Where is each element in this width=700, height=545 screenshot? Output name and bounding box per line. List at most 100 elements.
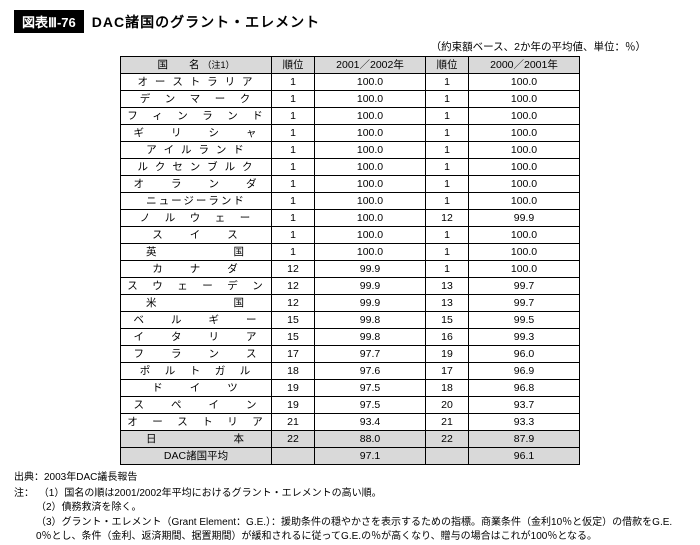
cell-rank1: 12 — [272, 295, 315, 312]
cell-rank1: 15 — [272, 312, 315, 329]
cell-rank2: 19 — [426, 346, 469, 363]
cell-rank2: 1 — [426, 159, 469, 176]
cell-val2: 93.7 — [469, 397, 580, 414]
cell-val2: 93.3 — [469, 414, 580, 431]
cell-val2: 96.0 — [469, 346, 580, 363]
cell-val1: 99.9 — [315, 295, 426, 312]
cell-country: ベ ル ギ ー — [121, 312, 272, 329]
cell-val2: 100.0 — [469, 244, 580, 261]
table-row: オ ー ス ト リ ア2193.42193.3 — [121, 414, 580, 431]
cell-val1: 99.9 — [315, 278, 426, 295]
cell-val2: 99.7 — [469, 295, 580, 312]
cell-val2: 100.0 — [469, 227, 580, 244]
table-row: ル ク セ ン ブ ル ク1100.01100.0 — [121, 159, 580, 176]
cell-val1: 88.0 — [315, 431, 426, 448]
cell-rank1: 12 — [272, 261, 315, 278]
cell-country: ス イ ス — [121, 227, 272, 244]
cell-rank2: 1 — [426, 244, 469, 261]
cell-rank1: 1 — [272, 210, 315, 227]
cell-country: イ タ リ ア — [121, 329, 272, 346]
chapter-title: DAC諸国のグラント・エレメント — [92, 12, 320, 32]
table-row: ス イ ス1100.01100.0 — [121, 227, 580, 244]
cell-rank2: 1 — [426, 142, 469, 159]
cell-country: オ ー ス ト ラ リ ア — [121, 74, 272, 91]
cell-avg-label: DAC諸国平均 — [121, 448, 272, 465]
cell-blank — [426, 448, 469, 465]
cell-rank1: 21 — [272, 414, 315, 431]
cell-val1: 100.0 — [315, 210, 426, 227]
table-row: 米 国1299.91399.7 — [121, 295, 580, 312]
cell-val2: 99.9 — [469, 210, 580, 227]
table-row: ノ ル ウ ェ ー1100.01299.9 — [121, 210, 580, 227]
cell-val2: 100.0 — [469, 193, 580, 210]
cell-rank2: 1 — [426, 108, 469, 125]
cell-val1: 100.0 — [315, 91, 426, 108]
cell-val1: 100.0 — [315, 74, 426, 91]
cell-val2: 100.0 — [469, 142, 580, 159]
cell-country: オ ー ス ト リ ア — [121, 414, 272, 431]
cell-val2: 99.3 — [469, 329, 580, 346]
table-row: イ タ リ ア1599.81699.3 — [121, 329, 580, 346]
cell-country: ア イ ル ラ ン ド — [121, 142, 272, 159]
cell-country: ド イ ツ — [121, 380, 272, 397]
cell-val2: 100.0 — [469, 176, 580, 193]
cell-val2: 100.0 — [469, 91, 580, 108]
title-bar: 図表Ⅲ-76 DAC諸国のグラント・エレメント — [14, 10, 686, 33]
table-row: 日 本2288.02287.9 — [121, 431, 580, 448]
cell-rank1: 19 — [272, 380, 315, 397]
cell-val2: 99.5 — [469, 312, 580, 329]
table-row: ス ペ イ ン1997.52093.7 — [121, 397, 580, 414]
table-row: 英 国1100.01100.0 — [121, 244, 580, 261]
table-row: フ ィ ン ラ ン ド1100.01100.0 — [121, 108, 580, 125]
cell-rank1: 22 — [272, 431, 315, 448]
cell-val1: 100.0 — [315, 108, 426, 125]
cell-rank1: 15 — [272, 329, 315, 346]
cell-val2: 96.8 — [469, 380, 580, 397]
cell-country: デ ン マ ー ク — [121, 91, 272, 108]
table-row: ニュージーランド1100.01100.0 — [121, 193, 580, 210]
cell-val1: 100.0 — [315, 227, 426, 244]
table-row: フ ラ ン ス1797.71996.0 — [121, 346, 580, 363]
cell-rank2: 1 — [426, 193, 469, 210]
source-line: 出典：2003年DAC議長報告 — [14, 471, 686, 486]
cell-val1: 97.5 — [315, 380, 426, 397]
table-row: ギ リ シ ャ1100.01100.0 — [121, 125, 580, 142]
cell-val2: 100.0 — [469, 159, 580, 176]
col-value-2000-2001: 2000／2001年 — [469, 57, 580, 74]
cell-country: ニュージーランド — [121, 193, 272, 210]
cell-val1: 100.0 — [315, 193, 426, 210]
cell-country: 英 国 — [121, 244, 272, 261]
cell-rank2: 13 — [426, 295, 469, 312]
cell-rank2: 1 — [426, 227, 469, 244]
cell-rank1: 1 — [272, 108, 315, 125]
table-row: ベ ル ギ ー1599.81599.5 — [121, 312, 580, 329]
table-row-average: DAC諸国平均97.196.1 — [121, 448, 580, 465]
cell-country: フ ィ ン ラ ン ド — [121, 108, 272, 125]
cell-val1: 99.9 — [315, 261, 426, 278]
grant-element-table: 国 名 （注1） 順位 2001／2002年 順位 2000／2001年 オ ー… — [120, 56, 580, 465]
cell-rank2: 1 — [426, 74, 469, 91]
cell-rank2: 21 — [426, 414, 469, 431]
cell-country: 米 国 — [121, 295, 272, 312]
sub-caption: （約束額ベース、2か年の平均値、単位：％） — [14, 39, 646, 54]
cell-rank1: 1 — [272, 193, 315, 210]
cell-rank2: 22 — [426, 431, 469, 448]
cell-country: ポ ル ト ガ ル — [121, 363, 272, 380]
cell-val1: 100.0 — [315, 244, 426, 261]
cell-val1: 99.8 — [315, 329, 426, 346]
cell-val1: 99.8 — [315, 312, 426, 329]
table-row: ド イ ツ1997.51896.8 — [121, 380, 580, 397]
cell-country: カ ナ ダ — [121, 261, 272, 278]
cell-rank1: 1 — [272, 159, 315, 176]
cell-val2: 87.9 — [469, 431, 580, 448]
cell-val1: 97.6 — [315, 363, 426, 380]
cell-val1: 100.0 — [315, 176, 426, 193]
table-row: オ ー ス ト ラ リ ア1100.01100.0 — [121, 74, 580, 91]
cell-country: ス ウ ェ ー デ ン — [121, 278, 272, 295]
cell-val1: 100.0 — [315, 125, 426, 142]
cell-val2: 100.0 — [469, 125, 580, 142]
cell-country: ギ リ シ ャ — [121, 125, 272, 142]
cell-rank2: 16 — [426, 329, 469, 346]
cell-rank1: 17 — [272, 346, 315, 363]
table-row: ア イ ル ラ ン ド1100.01100.0 — [121, 142, 580, 159]
